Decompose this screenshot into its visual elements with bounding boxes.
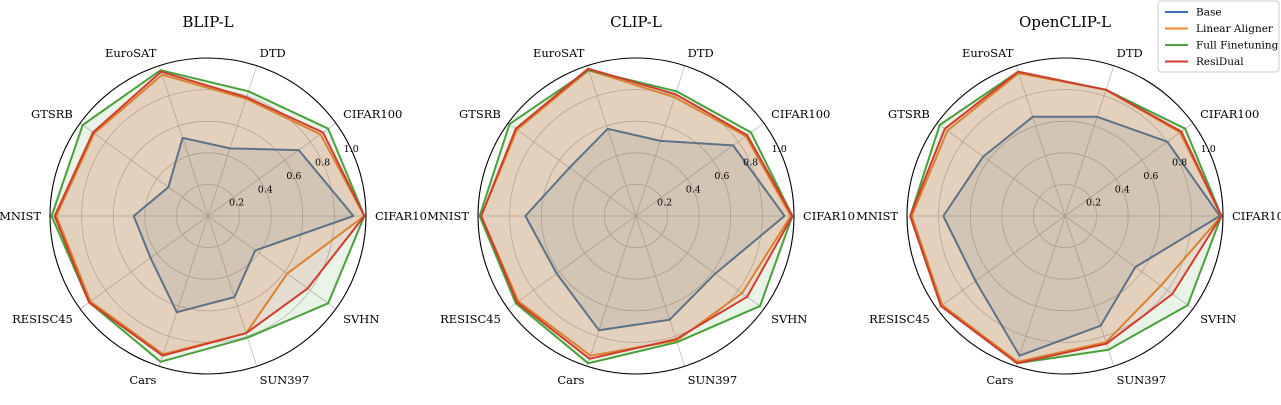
panel-title: BLIP-L: [182, 13, 233, 31]
radial-tick-label: 0.8: [743, 158, 758, 169]
grid-spoke: [1015, 215, 1066, 367]
grid-spoke: [207, 215, 337, 310]
panel-title: OpenCLIP-L: [1019, 13, 1111, 31]
radial-tick-label: 0.6: [286, 171, 301, 182]
axis-label-resisc45: RESISC45: [869, 312, 930, 326]
axis-label-gtsrb: GTSRB: [459, 107, 501, 121]
radial-tick-label: 0.2: [657, 198, 672, 209]
axis-label-dtd: DTD: [1117, 46, 1143, 60]
outer-frame: [49, 57, 367, 375]
series-fill-linear-aligner: [481, 70, 791, 356]
axis-label-cars: Cars: [986, 373, 1013, 387]
grid-spoke: [158, 215, 209, 367]
series-fill-base: [525, 128, 785, 331]
radial-tick-label: 0.6: [1143, 171, 1158, 182]
grid-spoke: [936, 215, 1066, 310]
series-fill-linear-aligner: [56, 74, 365, 355]
panel-title: CLIP-L: [610, 13, 662, 31]
grid-spoke: [79, 215, 209, 310]
radar-panel-openclip-l: OpenCLIP-L 0.2 0.4 0.6 0.8 1.0 CIFAR10 CIFAR100…: [856, 13, 1281, 387]
grid-spoke: [635, 122, 765, 217]
axis-label-mnist: MNIST: [856, 209, 898, 223]
series-fill-linear-aligner: [911, 73, 1222, 362]
axis-label-eurosat: EuroSAT: [962, 46, 1014, 60]
axis-label-cars: Cars: [129, 373, 156, 387]
axis-label-sun397: SUN397: [688, 373, 738, 387]
grid-spoke: [158, 65, 209, 217]
series-fill-residual: [54, 71, 365, 356]
series-fill-full-finetuning: [910, 71, 1222, 364]
grid-spoke: [586, 215, 637, 367]
axis-label-cifar100: CIFAR100: [343, 107, 402, 121]
axis-label-cifar10: CIFAR10: [375, 209, 427, 223]
axis-label-dtd: DTD: [688, 46, 714, 60]
outer-frame: [477, 57, 795, 375]
axis-label-gtsrb: GTSRB: [31, 107, 73, 121]
grid-spoke: [507, 122, 637, 217]
axis-label-cifar10: CIFAR10: [1232, 209, 1281, 223]
legend-label-linear-aligner: Linear Aligner: [1196, 23, 1274, 35]
axis-label-resisc45: RESISC45: [12, 312, 73, 326]
radial-tick-label: 0.2: [229, 198, 244, 209]
grid-spoke: [1064, 65, 1115, 217]
radar-panel-clip-l: CLIP-L 0.2 0.4 0.6 0.8 1.0 CIFAR10 CIFAR100 DTD E…: [427, 13, 855, 387]
radial-tick-label: 0.2: [1086, 198, 1101, 209]
series-fill-base: [943, 116, 1220, 356]
legend: Base Linear Aligner Full Finetuning ResiDua…: [1157, 0, 1280, 73]
radial-tick-label: 0.6: [714, 171, 729, 182]
radial-tick-label: 0.8: [315, 158, 330, 169]
axis-label-eurosat: EuroSAT: [533, 46, 585, 60]
radial-tick-label: 1.0: [344, 144, 359, 155]
legend-label-base: Base: [1196, 7, 1222, 19]
grid-spoke: [1064, 122, 1194, 217]
axis-label-eurosat: EuroSAT: [105, 46, 157, 60]
radial-tick-label: 0.4: [1115, 184, 1130, 195]
grid-spoke: [1064, 215, 1194, 310]
grid-spoke: [207, 122, 337, 217]
axis-label-svhn: SVHN: [1200, 312, 1236, 326]
grid-spoke: [586, 65, 637, 217]
radial-tick-label: 0.4: [686, 184, 701, 195]
axis-label-mnist: MNIST: [427, 209, 469, 223]
axis-label-cifar100: CIFAR100: [771, 107, 830, 121]
radar-panel-blip-l: BLIP-L 0.2 0.4 0.6 0.8 1.0 CIFAR10 CIFAR100 DTD E…: [0, 13, 427, 387]
radial-tick-label: 1.0: [1201, 144, 1216, 155]
series-fill-full-finetuning: [51, 70, 365, 362]
axis-label-cars: Cars: [557, 373, 584, 387]
radial-tick-label: 1.0: [772, 144, 787, 155]
axis-label-resisc45: RESISC45: [440, 312, 501, 326]
legend-frame: [1157, 0, 1280, 73]
series-fill-full-finetuning: [479, 70, 793, 364]
axis-label-cifar10: CIFAR10: [803, 209, 855, 223]
series-fill-residual: [910, 71, 1222, 364]
grid-spoke: [79, 122, 209, 217]
axis-label-svhn: SVHN: [771, 312, 807, 326]
legend-label-residual: ResiDual: [1196, 56, 1244, 68]
axis-label-mnist: MNIST: [0, 209, 41, 223]
grid-spoke: [207, 215, 258, 367]
axis-label-sun397: SUN397: [1117, 373, 1167, 387]
axis-label-svhn: SVHN: [343, 312, 379, 326]
grid-spoke: [936, 122, 1066, 217]
radial-tick-label: 0.8: [1172, 158, 1187, 169]
axis-label-cifar100: CIFAR100: [1200, 107, 1259, 121]
grid-spoke: [507, 215, 637, 310]
outer-frame: [906, 57, 1224, 375]
series-fill-residual: [481, 68, 793, 359]
axis-label-sun397: SUN397: [260, 373, 310, 387]
legend-label-full-finetuning: Full Finetuning: [1196, 40, 1279, 52]
axis-label-dtd: DTD: [260, 46, 286, 60]
grid-spoke: [1015, 65, 1066, 217]
series-fill-base: [133, 137, 354, 313]
radial-tick-label: 0.4: [258, 184, 273, 195]
axis-label-gtsrb: GTSRB: [888, 107, 930, 121]
